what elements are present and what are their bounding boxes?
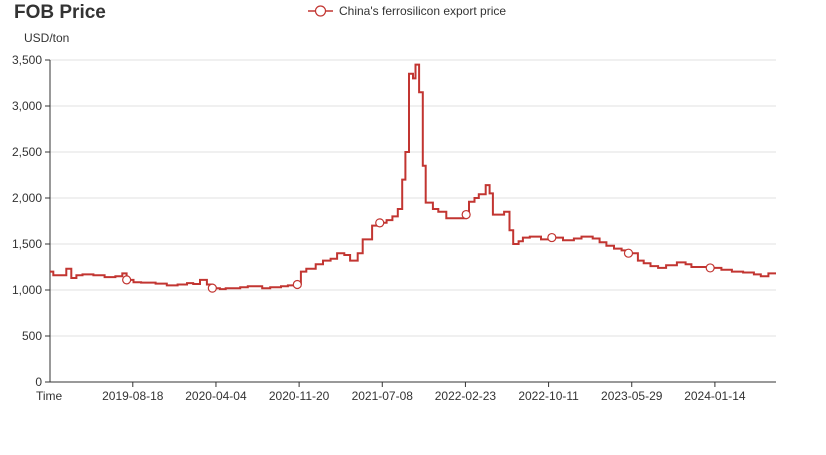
legend-marker-icon (314, 5, 327, 17)
data-point-marker[interactable] (292, 279, 302, 290)
data-point-marker[interactable] (375, 218, 385, 228)
data-point-marker[interactable] (122, 275, 132, 285)
data-point-marker[interactable] (623, 248, 634, 258)
y-axis-unit: USD/ton (24, 31, 69, 45)
chart-title: FOB Price (14, 2, 106, 23)
y-tick-label: 0 (35, 375, 42, 389)
data-point-marker[interactable] (207, 283, 217, 293)
grid-lines (50, 59, 776, 337)
x-tick-label: 2020-04-04 (185, 389, 247, 403)
y-tick-label: 1,000 (12, 283, 42, 297)
y-tick-label: 3,000 (12, 99, 42, 113)
axes: 0 500 1,000 1,500 2,000 2,500 3,000 3,500 2019-0… (12, 53, 776, 403)
legend-label: China's ferrosilicon export price (339, 4, 506, 18)
y-tick-label: 2,500 (12, 145, 42, 159)
x-tick-label: 2023-05-29 (601, 389, 663, 403)
data-point-marker[interactable] (547, 232, 557, 243)
x-tick-label: 2022-02-23 (435, 389, 497, 403)
legend[interactable]: China's ferrosilicon export price (308, 4, 506, 18)
y-tick-label: 2,000 (12, 191, 42, 205)
series-line (50, 63, 776, 291)
data-point-marker[interactable] (461, 209, 471, 220)
x-tick-label: 2019-08-18 (102, 389, 164, 403)
x-tick-label: 2024-01-14 (684, 389, 746, 403)
series-markers (122, 209, 715, 293)
x-tick-label: 2020-11-20 (269, 389, 330, 403)
x-axis-label: Time (36, 389, 63, 403)
data-point-marker[interactable] (705, 263, 715, 273)
y-tick-label: 3,500 (12, 53, 42, 67)
series-path (50, 63, 776, 291)
y-tick-label: 500 (22, 329, 42, 343)
x-tick-label: 2021-07-08 (352, 389, 414, 403)
y-tick-label: 1,500 (12, 237, 42, 251)
x-tick-label: 2022-10-11 (518, 389, 579, 403)
